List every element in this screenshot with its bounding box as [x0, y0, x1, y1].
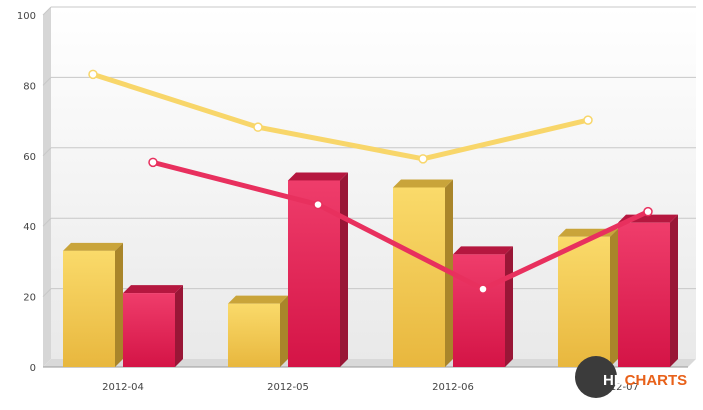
hdcharts-logo: HDCHARTS — [575, 356, 687, 398]
bar-top — [63, 242, 123, 251]
grid-line-side — [42, 6, 52, 16]
bar-side — [340, 172, 348, 367]
lines — [88, 69, 653, 294]
bar-2012-07-series-2 — [618, 214, 678, 367]
bar-front — [393, 187, 445, 367]
line-point — [313, 199, 323, 210]
line-series-1 — [88, 69, 593, 164]
line-point — [148, 157, 158, 168]
line-series-2 — [148, 157, 653, 294]
x-tick-labels: 2012-04 2012-05 2012-06 2012-07 — [102, 382, 639, 393]
svg-text:HDCHARTS: HDCHARTS — [603, 372, 687, 389]
bar-side — [505, 246, 513, 367]
bar-side — [115, 242, 123, 367]
line-point — [88, 69, 98, 80]
y-tick-label: 100 — [17, 11, 36, 22]
floor — [43, 359, 696, 367]
y-tick-label: 0 — [30, 363, 36, 374]
bar-top — [288, 172, 348, 181]
logo-prefix: HD — [603, 372, 625, 389]
bar-top — [393, 179, 453, 188]
y-tick-label: 40 — [23, 222, 36, 233]
bar-front — [228, 303, 280, 367]
bar-front — [288, 180, 340, 367]
bar-front — [63, 250, 115, 367]
line-point — [418, 154, 428, 164]
bar-side — [610, 228, 618, 367]
line-point — [583, 115, 593, 125]
logo-circle-icon — [575, 356, 617, 398]
bar-2012-04-series-1 — [63, 242, 123, 367]
bar-front — [618, 222, 670, 367]
grid-line-side — [42, 288, 52, 297]
y-tick-label: 80 — [23, 81, 36, 92]
line-point — [478, 284, 488, 294]
grid-line-side — [42, 77, 52, 86]
bar-front — [453, 254, 505, 367]
y-tick-label: 60 — [23, 152, 36, 163]
back-wall-left — [43, 7, 51, 367]
grid-line-side — [42, 147, 52, 157]
y-tick-label: 20 — [23, 293, 36, 304]
x-tick-label: 2012-06 — [432, 382, 474, 393]
line-point — [253, 122, 263, 132]
bar-2012-05-series-1 — [228, 295, 288, 367]
y-tick-labels: 0 20 40 60 80 100 — [17, 11, 36, 374]
bar-top — [123, 285, 183, 294]
bar-side — [175, 285, 183, 367]
grid-line-side — [42, 217, 52, 227]
line-point — [643, 206, 653, 217]
bar-side — [280, 295, 288, 367]
bar-2012-04-series-2 — [123, 285, 183, 367]
bar-front — [558, 236, 610, 367]
bar-2012-06-series-1 — [393, 179, 453, 367]
bar-side — [670, 214, 678, 367]
bar-2012-06-series-2 — [453, 246, 513, 367]
x-tick-label: 2012-07 — [597, 382, 639, 393]
bar-top — [453, 246, 513, 255]
x-tick-label: 2012-05 — [267, 382, 309, 393]
x-tick-label: 2012-04 — [102, 382, 144, 393]
line-path — [150, 159, 651, 292]
logo-suffix: CHARTS — [625, 372, 688, 389]
bar-top — [228, 295, 288, 304]
bar-front — [123, 293, 175, 367]
line-path — [90, 71, 591, 162]
bars — [63, 172, 678, 367]
